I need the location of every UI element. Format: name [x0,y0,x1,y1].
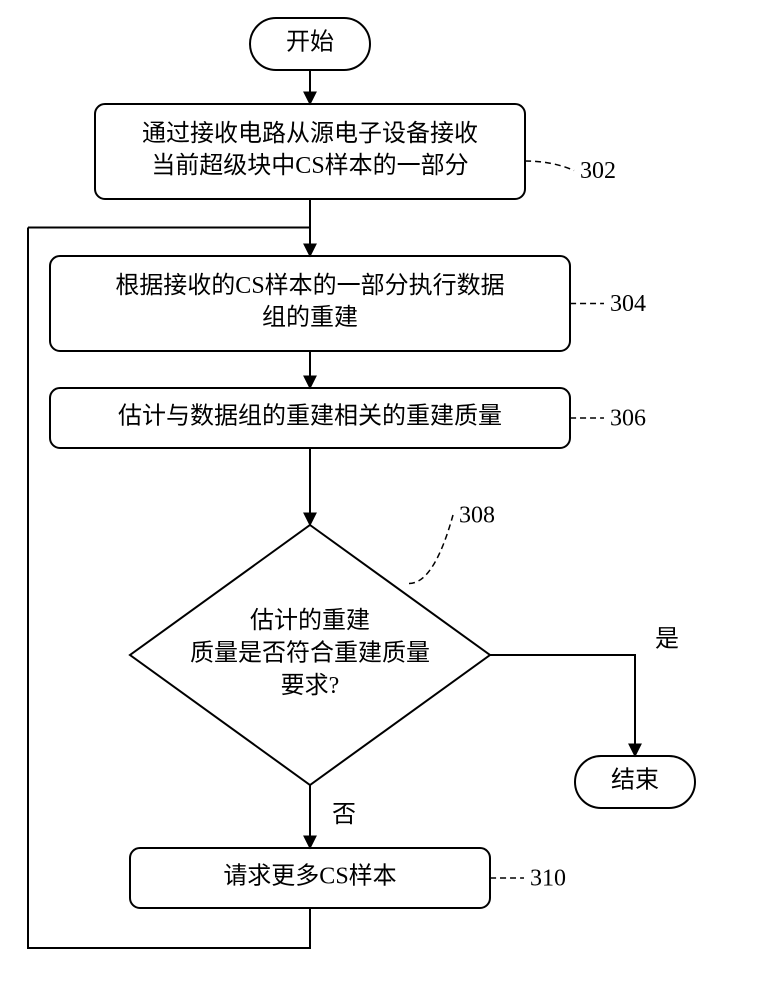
decision-d308-text: 质量是否符合重建质量 [190,640,430,667]
start-label: 开始 [286,29,334,56]
end-label: 结束 [611,767,659,794]
ref-310-ref: 310 [530,866,566,892]
ref-302-ref: 302 [580,158,616,184]
ref-308-ref: 308 [459,503,495,529]
step-s302-text: 通过接收电路从源电子设备接收 [142,120,478,147]
decision-d308-text: 要求? [281,672,340,699]
step-s302-text: 当前超级块中CS样本的一部分 [151,152,468,179]
step-s304 [50,256,570,351]
step-s310-text: 请求更多CS样本 [223,863,396,890]
step-s304-text: 根据接收的CS样本的一部分执行数据 [115,272,504,299]
step-s306-text: 估计与数据组的重建相关的重建质量 [118,403,502,430]
ref-306-ref: 306 [610,406,646,432]
step-s302 [95,104,525,199]
ref-304-ref: 304 [610,291,646,317]
step-s304-text: 组的重建 [262,304,358,331]
label-yes: 是 [655,627,679,653]
label-no: 否 [332,802,356,828]
decision-d308-text: 估计的重建 [250,607,370,634]
